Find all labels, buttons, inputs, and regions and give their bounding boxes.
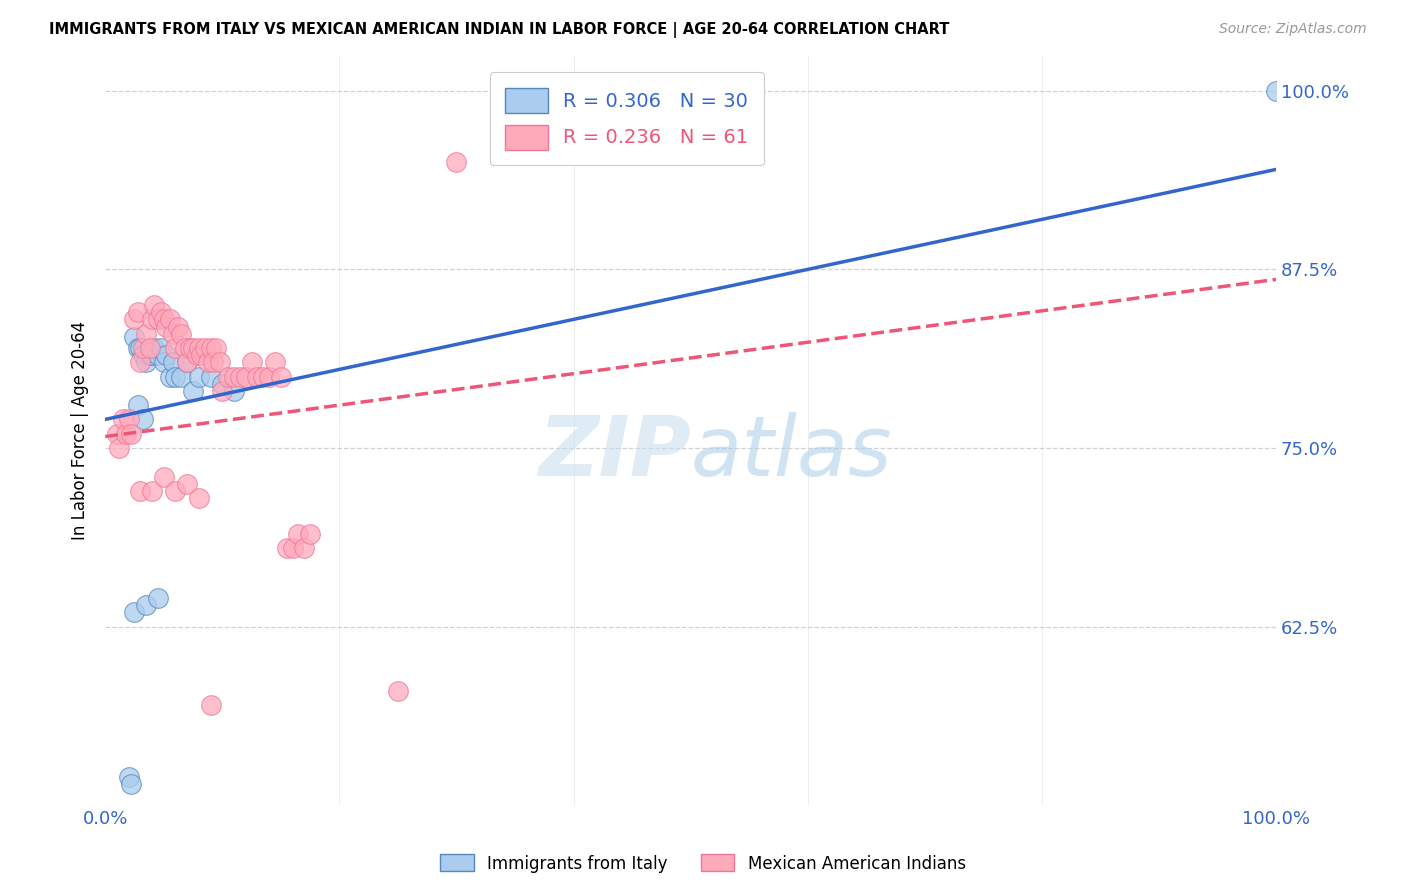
- Point: [264, 355, 287, 369]
- Point: [117, 412, 139, 426]
- Point: [181, 384, 204, 398]
- Point: [208, 355, 231, 369]
- Point: [143, 341, 166, 355]
- Point: [201, 355, 224, 369]
- Point: [270, 369, 292, 384]
- Point: [143, 298, 166, 312]
- Point: [252, 369, 274, 384]
- Point: [150, 305, 173, 319]
- Point: [120, 426, 142, 441]
- Point: [138, 348, 160, 362]
- Point: [115, 426, 138, 441]
- Point: [222, 369, 245, 384]
- Text: Source: ZipAtlas.com: Source: ZipAtlas.com: [1219, 22, 1367, 37]
- Text: ZIP: ZIP: [538, 412, 690, 493]
- Point: [150, 341, 173, 355]
- Point: [1265, 84, 1288, 98]
- Point: [281, 541, 304, 555]
- Point: [127, 341, 149, 355]
- Point: [120, 777, 142, 791]
- Point: [217, 369, 239, 384]
- Point: [187, 341, 209, 355]
- Point: [170, 326, 193, 341]
- Legend: Immigrants from Italy, Mexican American Indians: Immigrants from Italy, Mexican American …: [433, 847, 973, 880]
- Point: [211, 376, 233, 391]
- Point: [299, 526, 322, 541]
- Point: [135, 355, 157, 369]
- Point: [105, 426, 128, 441]
- Point: [287, 526, 309, 541]
- Point: [131, 412, 153, 426]
- Point: [131, 348, 153, 362]
- Point: [176, 476, 198, 491]
- Point: [129, 341, 152, 355]
- Point: [155, 348, 177, 362]
- Point: [446, 155, 468, 169]
- Point: [165, 369, 187, 384]
- Point: [211, 384, 233, 398]
- Point: [124, 329, 146, 343]
- Point: [200, 698, 222, 712]
- Point: [257, 369, 280, 384]
- Point: [194, 341, 217, 355]
- Point: [152, 312, 174, 326]
- Point: [141, 312, 163, 326]
- Point: [117, 770, 139, 784]
- Point: [387, 683, 409, 698]
- Point: [138, 341, 160, 355]
- Point: [124, 605, 146, 619]
- Point: [127, 398, 149, 412]
- Point: [159, 369, 181, 384]
- Point: [127, 305, 149, 319]
- Text: atlas: atlas: [690, 412, 893, 493]
- Text: IMMIGRANTS FROM ITALY VS MEXICAN AMERICAN INDIAN IN LABOR FORCE | AGE 20-64 CORR: IMMIGRANTS FROM ITALY VS MEXICAN AMERICA…: [49, 22, 949, 38]
- Point: [170, 369, 193, 384]
- Point: [187, 491, 209, 505]
- Point: [200, 369, 222, 384]
- Point: [292, 541, 315, 555]
- Point: [146, 591, 169, 605]
- Point: [240, 355, 263, 369]
- Point: [176, 355, 198, 369]
- Point: [205, 341, 228, 355]
- Point: [173, 341, 195, 355]
- Point: [111, 412, 134, 426]
- Point: [187, 369, 209, 384]
- Legend: R = 0.306   N = 30, R = 0.236   N = 61: R = 0.306 N = 30, R = 0.236 N = 61: [489, 72, 763, 165]
- Point: [181, 341, 204, 355]
- Point: [146, 348, 169, 362]
- Point: [135, 598, 157, 612]
- Point: [152, 469, 174, 483]
- Point: [246, 369, 269, 384]
- Y-axis label: In Labor Force | Age 20-64: In Labor Force | Age 20-64: [72, 320, 89, 540]
- Point: [141, 348, 163, 362]
- Point: [165, 483, 187, 498]
- Point: [155, 319, 177, 334]
- Point: [179, 341, 201, 355]
- Point: [190, 348, 212, 362]
- Point: [108, 441, 131, 455]
- Point: [135, 326, 157, 341]
- Point: [222, 384, 245, 398]
- Point: [186, 348, 208, 362]
- Point: [165, 341, 187, 355]
- Point: [166, 319, 188, 334]
- Point: [162, 326, 184, 341]
- Point: [141, 483, 163, 498]
- Point: [152, 355, 174, 369]
- Point: [162, 355, 184, 369]
- Point: [129, 483, 152, 498]
- Point: [159, 312, 181, 326]
- Point: [176, 355, 198, 369]
- Point: [124, 312, 146, 326]
- Point: [200, 341, 222, 355]
- Point: [276, 541, 298, 555]
- Point: [235, 369, 257, 384]
- Point: [229, 369, 252, 384]
- Point: [146, 312, 169, 326]
- Point: [129, 355, 152, 369]
- Point: [197, 355, 219, 369]
- Point: [131, 341, 153, 355]
